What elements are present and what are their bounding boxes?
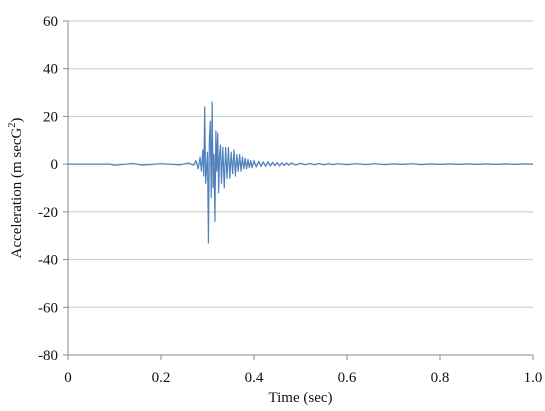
- x-tick-label-4: 0.8: [431, 370, 450, 386]
- y-axis-title-end: ): [9, 118, 25, 123]
- x-axis-title: Time (sec): [268, 390, 332, 406]
- axes: [67, 21, 534, 360]
- x-tick-label-0: 0: [64, 370, 72, 386]
- x-tick-label-1: 0.2: [152, 370, 171, 386]
- x-tick-label-5: 1.0: [524, 370, 543, 386]
- series-line-0: [68, 101, 534, 244]
- y-axis-title-superscript: 2: [7, 123, 18, 128]
- gridlines: [63, 20, 533, 356]
- y-tick-labels: -80 -60 -40 -20 0 20 40 60: [38, 14, 58, 364]
- x-tick-label-2: 0.4: [245, 370, 264, 386]
- y-tick-label-2: -40: [38, 253, 58, 269]
- y-tick-label-0: -80: [38, 348, 58, 364]
- y-axis-title-main: Acceleration (m secG: [9, 127, 25, 258]
- y-tick-label-3: -20: [38, 205, 58, 221]
- y-tick-label-6: 40: [43, 62, 58, 78]
- y-tick-label-1: -60: [38, 300, 58, 316]
- y-tick-label-5: 20: [43, 109, 58, 125]
- y-axis-title: Acceleration (m secG2): [7, 118, 25, 259]
- y-tick-label-4: 0: [51, 157, 59, 173]
- series-group: [68, 101, 534, 244]
- x-tick-labels: 0 0.2 0.4 0.6 0.8 1.0: [64, 370, 542, 386]
- y-tick-label-7: 60: [43, 14, 58, 30]
- x-tick-label-3: 0.6: [338, 370, 357, 386]
